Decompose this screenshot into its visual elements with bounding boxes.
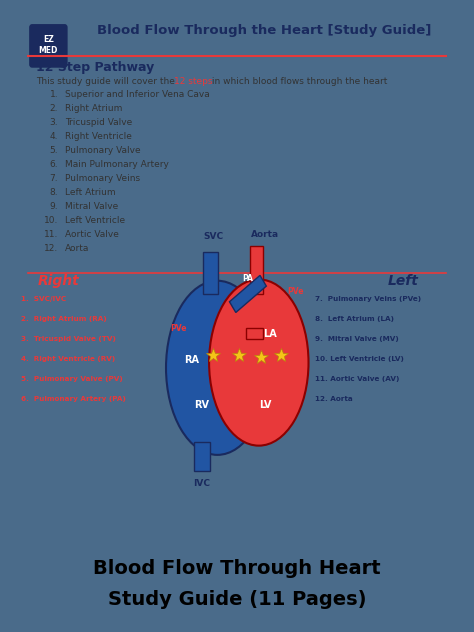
Text: 12 Step Pathway: 12 Step Pathway xyxy=(36,61,155,73)
Text: 4.  Right Ventricle (RV): 4. Right Ventricle (RV) xyxy=(21,356,115,362)
FancyArrow shape xyxy=(246,328,263,339)
Text: 5.  Pulmonary Valve (PV): 5. Pulmonary Valve (PV) xyxy=(21,377,123,382)
FancyArrow shape xyxy=(250,246,263,294)
Text: This study guide will cover the: This study guide will cover the xyxy=(36,77,178,87)
Text: 6.: 6. xyxy=(50,160,58,169)
FancyArrow shape xyxy=(229,276,266,312)
Text: 4.: 4. xyxy=(50,132,58,141)
Text: 7.  Pulmonary Veins (PVe): 7. Pulmonary Veins (PVe) xyxy=(316,296,421,302)
Text: 8.  Left Atrium (LA): 8. Left Atrium (LA) xyxy=(316,316,394,322)
Text: 9.  Mitral Valve (MV): 9. Mitral Valve (MV) xyxy=(316,336,399,343)
Text: 9.: 9. xyxy=(50,202,58,211)
Text: Study Guide (11 Pages): Study Guide (11 Pages) xyxy=(108,590,366,609)
Text: Right Atrium: Right Atrium xyxy=(65,104,122,113)
Text: 3.  Tricuspid Valve (TV): 3. Tricuspid Valve (TV) xyxy=(21,336,116,343)
Text: IVC: IVC xyxy=(193,478,210,488)
Text: SVC: SVC xyxy=(203,232,223,241)
Text: 6.  Pulmonary Artery (PA): 6. Pulmonary Artery (PA) xyxy=(21,396,126,403)
Text: Blood Flow Through the Heart [Study Guide]: Blood Flow Through the Heart [Study Guid… xyxy=(98,23,432,37)
Text: RA: RA xyxy=(184,355,199,365)
Text: Blood Flow Through Heart: Blood Flow Through Heart xyxy=(93,559,381,578)
Text: Pulmonary Valve: Pulmonary Valve xyxy=(65,146,140,155)
Text: 1.  SVC/IVC: 1. SVC/IVC xyxy=(21,296,66,302)
Text: Mitral Valve: Mitral Valve xyxy=(65,202,118,211)
Text: 12 steps: 12 steps xyxy=(174,77,212,87)
FancyArrow shape xyxy=(194,442,210,471)
Text: Tricuspid Valve: Tricuspid Valve xyxy=(65,118,132,127)
Text: EZ
MED: EZ MED xyxy=(39,35,58,54)
Text: PVe: PVe xyxy=(288,287,304,296)
FancyArrow shape xyxy=(203,252,219,294)
Text: Right Ventricle: Right Ventricle xyxy=(65,132,132,141)
Text: PA: PA xyxy=(243,274,253,283)
Text: Right: Right xyxy=(37,274,79,288)
Text: PVe: PVe xyxy=(170,324,186,332)
Text: in which blood flows through the heart: in which blood flows through the heart xyxy=(209,77,387,87)
Text: 10.: 10. xyxy=(44,216,58,225)
Text: 1.: 1. xyxy=(50,90,58,99)
Ellipse shape xyxy=(209,279,309,446)
Text: Left: Left xyxy=(387,274,418,288)
Text: LA: LA xyxy=(263,329,277,339)
Text: Aortic Valve: Aortic Valve xyxy=(65,230,118,239)
Text: 7.: 7. xyxy=(50,174,58,183)
Text: 2.: 2. xyxy=(50,104,58,113)
Text: 12.: 12. xyxy=(44,244,58,253)
Text: Aorta: Aorta xyxy=(65,244,89,253)
Text: LV: LV xyxy=(259,400,272,410)
Text: 11.: 11. xyxy=(44,230,58,239)
Text: 11. Aortic Valve (AV): 11. Aortic Valve (AV) xyxy=(316,377,400,382)
Text: Left Atrium: Left Atrium xyxy=(65,188,115,197)
Ellipse shape xyxy=(166,281,269,455)
Text: Main Pulmonary Artery: Main Pulmonary Artery xyxy=(65,160,169,169)
Text: 12. Aorta: 12. Aorta xyxy=(316,396,353,403)
Text: Superior and Inferior Vena Cava: Superior and Inferior Vena Cava xyxy=(65,90,210,99)
FancyBboxPatch shape xyxy=(30,25,67,67)
Text: RV: RV xyxy=(195,400,210,410)
Text: Pulmonary Veins: Pulmonary Veins xyxy=(65,174,140,183)
Text: 8.: 8. xyxy=(50,188,58,197)
Text: 5.: 5. xyxy=(50,146,58,155)
Text: 10. Left Ventricle (LV): 10. Left Ventricle (LV) xyxy=(316,356,404,362)
Text: 2.  Right Atrium (RA): 2. Right Atrium (RA) xyxy=(21,316,107,322)
Text: Aorta: Aorta xyxy=(251,229,279,238)
Text: 3.: 3. xyxy=(50,118,58,127)
Text: Left Ventricle: Left Ventricle xyxy=(65,216,125,225)
